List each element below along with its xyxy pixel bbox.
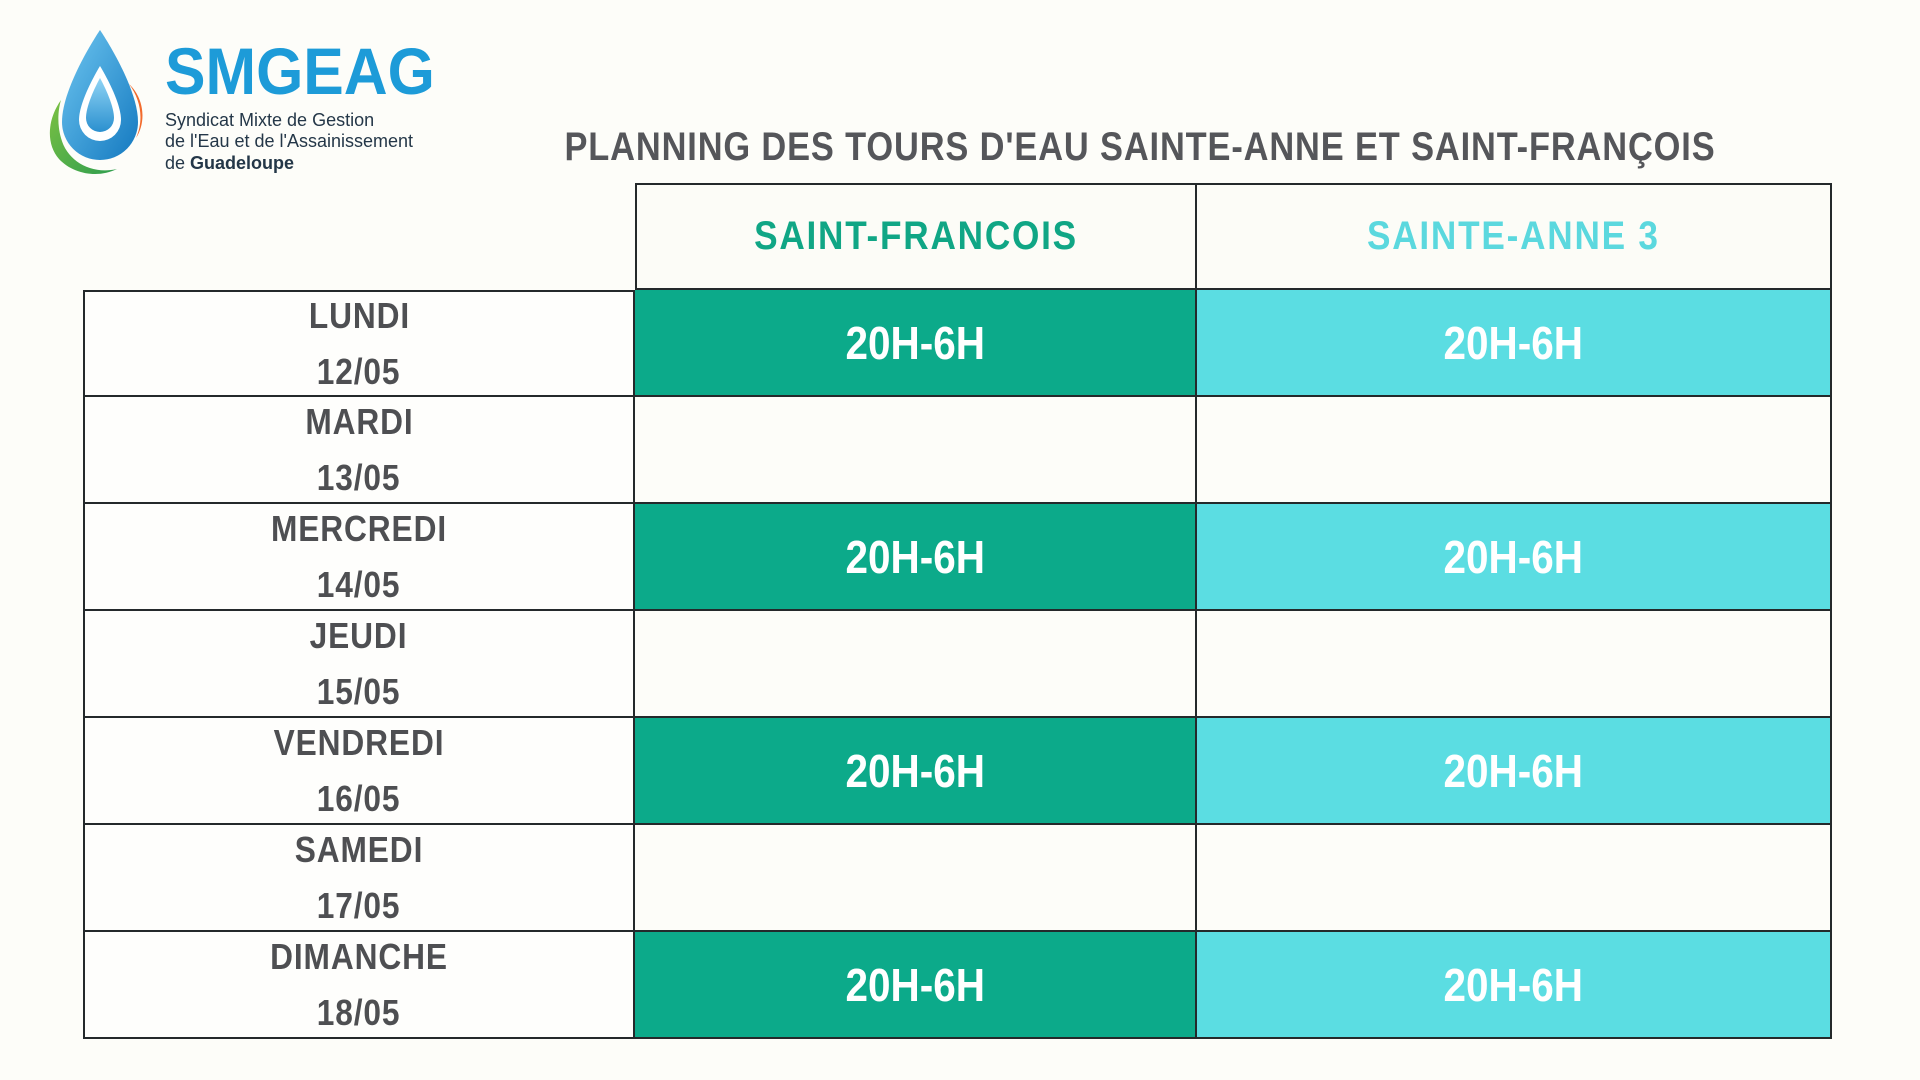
time-slot-samedi-sainte-anne [1197, 825, 1832, 932]
subtitle-line-3-prefix: de [165, 152, 191, 173]
brand-name: SMGEAG [165, 34, 435, 108]
day-name: MARDI [304, 400, 414, 442]
subtitle-line-2: de l'Eau et de l'Assainissement [165, 131, 414, 152]
title-line-1: PLANNING DES TOURS D'EAU SAINTE-ANNE ET … [564, 125, 1716, 170]
time-slot-lundi-saint-francois: 20H-6H [635, 290, 1197, 397]
smgeag-logo: SMGEAG Syndicat Mixte de Gestion de l'Ea… [45, 26, 458, 176]
brand-subtitle: Syndicat Mixte de Gestion de l'Eau et de… [165, 110, 458, 174]
time-slot-dimanche-sainte-anne: 20H-6H [1197, 932, 1832, 1039]
time-slot-vendredi-sainte-anne: 20H-6H [1197, 718, 1832, 825]
day-label-samedi: SAMEDI 17/05 [83, 825, 635, 932]
day-date: 17/05 [317, 884, 401, 926]
time-slot-mardi-sainte-anne [1197, 397, 1832, 504]
day-date: 14/05 [317, 563, 401, 605]
time-slot-mardi-saint-francois [635, 397, 1197, 504]
time-slot-lundi-sainte-anne: 20H-6H [1197, 290, 1832, 397]
day-date: 15/05 [317, 670, 401, 712]
time-slot-mercredi-saint-francois: 20H-6H [635, 504, 1197, 611]
day-label-mercredi: MERCREDI 14/05 [83, 504, 635, 611]
time-slot-jeudi-saint-francois [635, 611, 1197, 718]
day-name: DIMANCHE [270, 935, 448, 977]
day-date: 12/05 [317, 350, 401, 392]
time-slot-vendredi-saint-francois: 20H-6H [635, 718, 1197, 825]
day-label-vendredi: VENDREDI 16/05 [83, 718, 635, 825]
day-name: SAMEDI [294, 828, 424, 870]
time-slot-dimanche-saint-francois: 20H-6H [635, 932, 1197, 1039]
schedule-table: SAINT-FRANCOIS SAINTE-ANNE 3 LUNDI 12/05… [83, 183, 1832, 1039]
day-name: JEUDI [310, 614, 408, 656]
logo-text-block: SMGEAG Syndicat Mixte de Gestion de l'Ea… [165, 26, 458, 174]
day-label-lundi: LUNDI 12/05 [83, 290, 635, 397]
day-label-dimanche: DIMANCHE 18/05 [83, 932, 635, 1039]
day-label-mardi: MARDI 13/05 [83, 397, 635, 504]
water-drop-icon [49, 30, 143, 175]
day-date: 13/05 [317, 456, 401, 498]
subtitle-line-3-bold: Guadeloupe [190, 152, 295, 173]
column-header-sainte-anne: SAINTE-ANNE 3 [1197, 183, 1832, 290]
time-slot-mercredi-sainte-anne: 20H-6H [1197, 504, 1832, 611]
day-name: LUNDI [308, 294, 410, 336]
time-slot-jeudi-sainte-anne [1197, 611, 1832, 718]
day-name: VENDREDI [273, 721, 445, 763]
day-date: 16/05 [317, 777, 401, 819]
day-name: MERCREDI [270, 507, 447, 549]
header-spacer [83, 183, 635, 290]
time-slot-samedi-saint-francois [635, 825, 1197, 932]
day-date: 18/05 [317, 991, 401, 1033]
day-label-jeudi: JEUDI 15/05 [83, 611, 635, 718]
subtitle-line-1: Syndicat Mixte de Gestion [165, 110, 375, 131]
column-header-saint-francois: SAINT-FRANCOIS [635, 183, 1197, 290]
